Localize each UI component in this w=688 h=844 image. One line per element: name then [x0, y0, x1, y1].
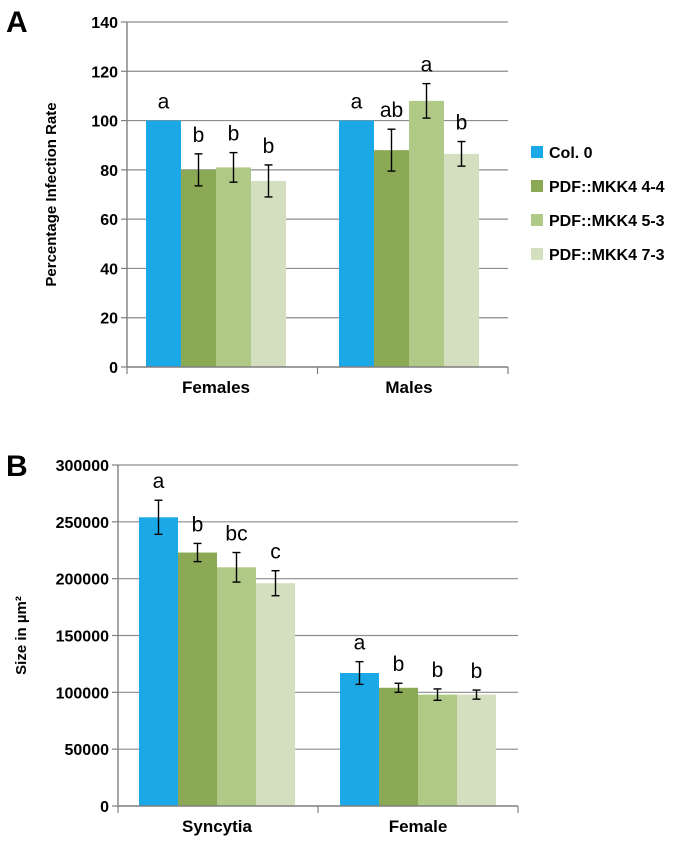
significance-letter: b	[471, 660, 483, 683]
category-label: Female	[389, 817, 448, 836]
panel-label: B	[6, 450, 28, 483]
panel-label: A	[6, 6, 28, 39]
y-tick-label: 200000	[56, 572, 109, 589]
significance-letter: b	[456, 112, 468, 135]
bar-1-3	[444, 153, 479, 367]
y-tick-label: 80	[100, 163, 118, 180]
significance-letter: b	[393, 653, 405, 676]
y-tick-label: 250000	[56, 515, 109, 532]
y-tick-label: 0	[109, 360, 118, 377]
legend-swatch	[531, 214, 543, 226]
significance-letter: a	[421, 54, 433, 77]
bar-0-3	[251, 180, 286, 367]
legend-label: PDF::MKK4 5-3	[549, 213, 665, 230]
significance-letter: a	[158, 91, 170, 114]
significance-letter: b	[432, 659, 444, 682]
significance-letter: ab	[380, 99, 403, 122]
significance-letter: a	[153, 470, 165, 493]
bar-1-0	[340, 673, 379, 806]
y-tick-label: 300000	[56, 458, 109, 475]
y-tick-label: 100	[91, 114, 118, 131]
significance-letter: bc	[225, 523, 247, 546]
y-tick-label: 60	[100, 212, 118, 229]
legend-swatch	[531, 146, 543, 158]
y-tick-label: 150000	[56, 629, 109, 646]
legend-swatch	[531, 248, 543, 260]
bar-1-2	[409, 100, 444, 367]
bar-0-1	[181, 169, 216, 367]
category-label: Males	[385, 378, 432, 397]
y-tick-label: 140	[91, 15, 118, 32]
legend-label: PDF::MKK4 4-4	[549, 179, 665, 196]
bar-1-1	[374, 150, 409, 367]
category-label: Females	[182, 378, 250, 397]
y-tick-label: 120	[91, 64, 118, 81]
significance-letter: b	[193, 124, 205, 147]
bar-1-0	[339, 120, 374, 367]
legend-swatch	[531, 180, 543, 192]
category-label: Syncytia	[182, 817, 252, 836]
y-tick-label: 50000	[65, 742, 110, 759]
bar-0-0	[139, 517, 178, 806]
significance-letter: a	[354, 632, 366, 655]
bar-1-2	[418, 694, 457, 806]
y-tick-label: 20	[100, 311, 118, 328]
significance-letter: a	[351, 91, 363, 114]
y-tick-label: 0	[100, 799, 109, 816]
bar-1-3	[457, 694, 496, 806]
significance-letter: b	[192, 513, 204, 536]
significance-letter: b	[263, 135, 275, 158]
y-tick-label: 100000	[56, 685, 109, 702]
legend-label: PDF::MKK4 7-3	[549, 247, 665, 264]
bar-0-1	[178, 552, 217, 806]
bar-1-1	[379, 687, 418, 806]
legend-label: Col. 0	[549, 145, 593, 162]
y-axis-label: Percentage Infection Rate	[43, 102, 60, 286]
bar-0-0	[146, 120, 181, 367]
bar-0-3	[256, 583, 295, 806]
y-axis-label: Size in µm²	[13, 596, 30, 675]
significance-letter: b	[228, 123, 240, 146]
significance-letter: c	[270, 541, 281, 564]
bar-0-2	[217, 567, 256, 806]
y-tick-label: 40	[100, 261, 118, 278]
bar-0-2	[216, 167, 251, 367]
